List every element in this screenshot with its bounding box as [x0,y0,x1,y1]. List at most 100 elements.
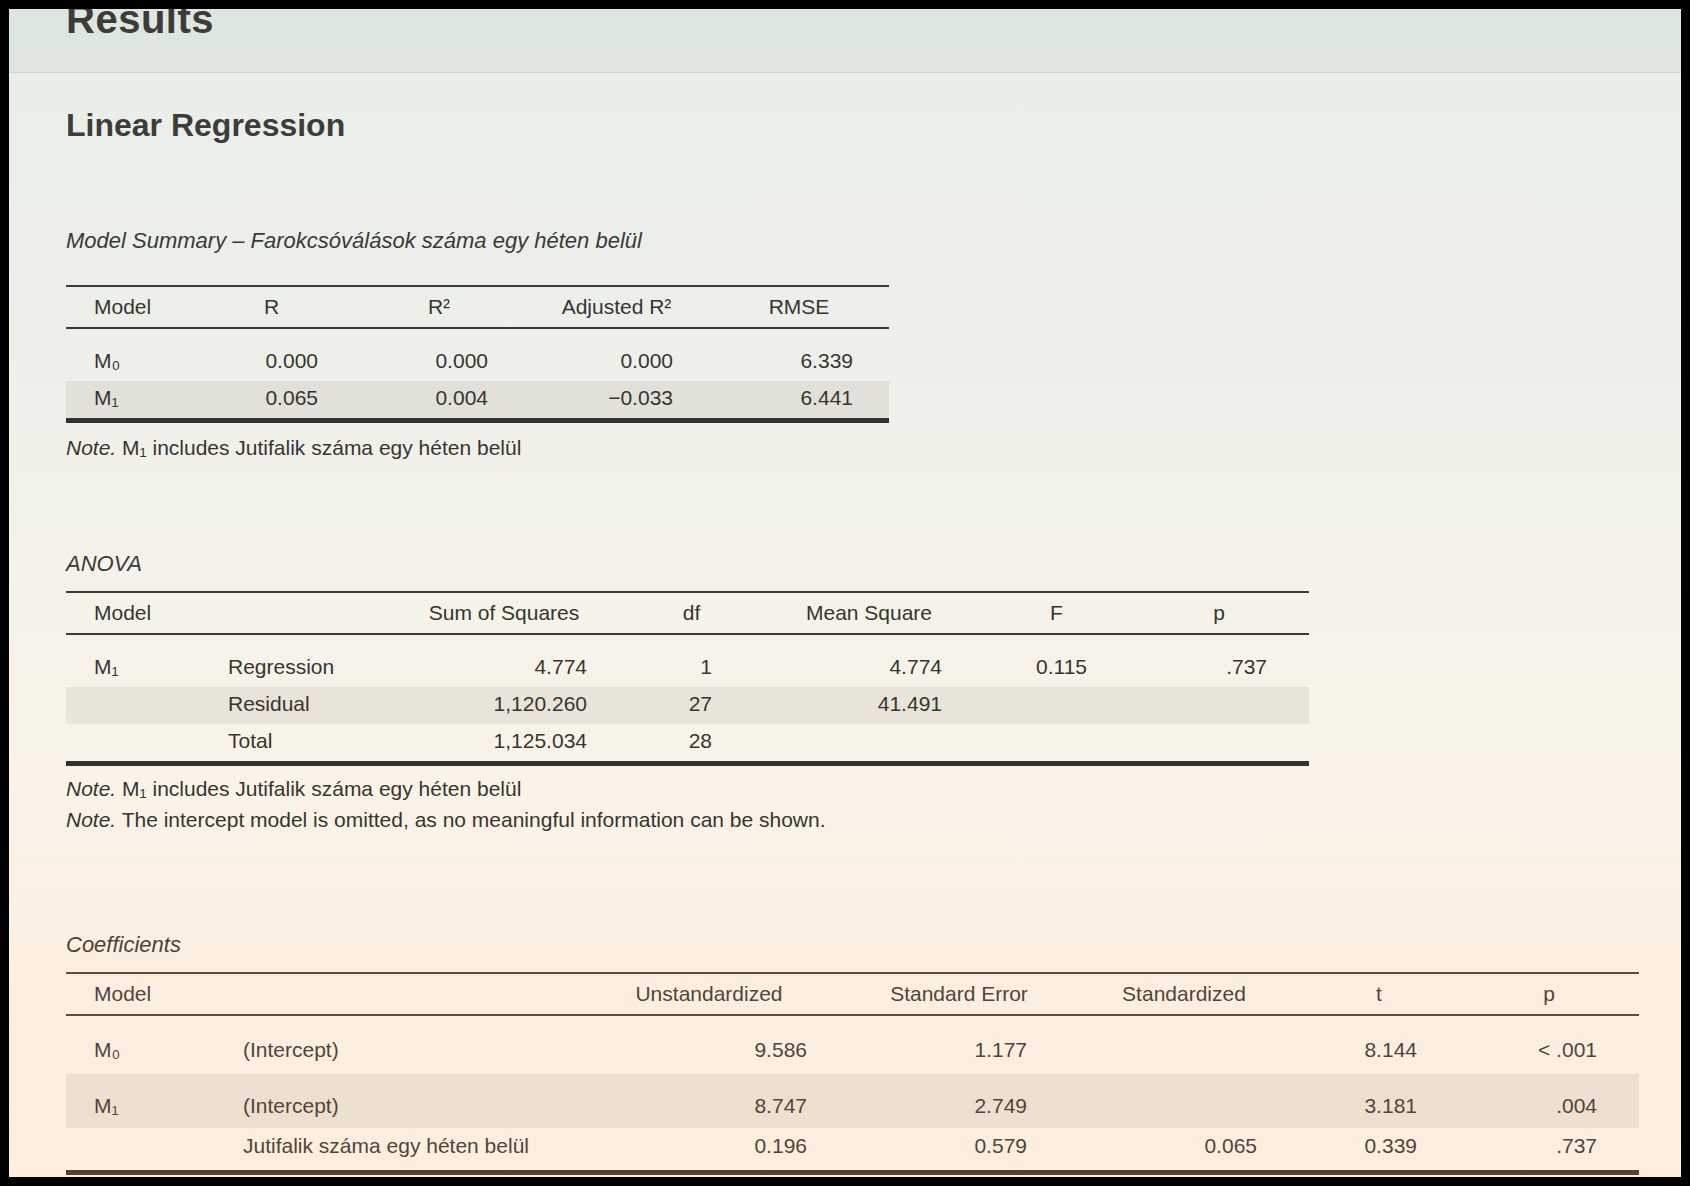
cell-df: 28 [629,724,754,764]
col-adj-r2: Adjusted R² [524,286,709,328]
cell-df: 1 [629,634,754,687]
cell-adj-r2: −0.033 [524,381,709,421]
cell-p: .004 [1459,1074,1639,1128]
cell-se: 2.749 [849,1074,1069,1128]
cell-ss: 1,120.260 [379,687,629,724]
cell-rmse: 6.339 [709,328,889,381]
cell-f: 0.115 [984,634,1129,687]
cell-adj-r2: 0.000 [524,328,709,381]
cell-model [66,1128,239,1173]
cell-r2: 0.000 [354,328,524,381]
cell-ms [754,724,984,764]
col-r: R [189,286,354,328]
cell-df: 27 [629,687,754,724]
table-row-m0: M₀ 0.000 0.000 0.000 6.339 [66,328,889,381]
model-summary-title[interactable]: Model Summary – Farokcsóválások száma eg… [66,227,1681,256]
model-summary-section: Model Summary – Farokcsóválások száma eg… [66,227,1681,462]
col-mean-square: Mean Square [754,592,984,634]
cell-p: .737 [1129,634,1309,687]
cell-model [66,687,224,724]
cell-r2: 0.004 [354,381,524,421]
note-text: The intercept model is omitted, as no me… [122,808,826,831]
cell-model: M₁ [66,634,224,687]
col-standardized: Standardized [1069,973,1299,1015]
note-label: Note. [66,808,116,831]
page-title[interactable]: Results [66,9,1681,45]
cell-term: (Intercept) [239,1015,569,1074]
results-body: Results Linear Regression Model Summary … [9,9,1681,1175]
analysis-title[interactable]: Linear Regression [66,105,1681,147]
table-row-m1: M₁ 0.065 0.004 −0.033 6.441 [66,381,889,421]
col-term [239,973,569,1015]
table-row-m1-predictor: Jutifalik száma egy héten belül 0.196 0.… [66,1128,1639,1173]
cell-rmse: 6.441 [709,381,889,421]
cell-t: 0.339 [1299,1128,1459,1173]
note-label: Note. [66,436,116,459]
col-model: Model [66,286,189,328]
col-df: df [629,592,754,634]
note-text: M₁ includes Jutifalik száma egy héten be… [122,436,521,459]
cell-p [1129,724,1309,764]
cell-r: 0.065 [189,381,354,421]
model-summary-header-row: Model R R² Adjusted R² RMSE [66,286,889,328]
cell-model: M₁ [66,381,189,421]
cell-std [1069,1015,1299,1074]
col-p: p [1129,592,1309,634]
table-row-residual: Residual 1,120.260 27 41.491 [66,687,1309,724]
col-f: F [984,592,1129,634]
coefficients-title[interactable]: Coefficients [66,931,1681,960]
col-unstandardized: Unstandardized [569,973,849,1015]
table-row-total: Total 1,125.034 28 [66,724,1309,764]
col-rmse: RMSE [709,286,889,328]
window-frame: Results Linear Regression Model Summary … [0,0,1690,1186]
note-text: M₁ includes Jutifalik száma egy héten be… [122,777,521,800]
cell-p: .737 [1459,1128,1639,1173]
cell-term: Total [224,724,379,764]
cell-t: 3.181 [1299,1074,1459,1128]
cell-term: Regression [224,634,379,687]
cell-ss: 1,125.034 [379,724,629,764]
cell-r: 0.000 [189,328,354,381]
anova-note-2: Note. The intercept model is omitted, as… [66,807,1681,834]
cell-se: 0.579 [849,1128,1069,1173]
results-panel: Results Linear Regression Model Summary … [9,9,1681,1177]
col-r2: R² [354,286,524,328]
cell-term: Residual [224,687,379,724]
cell-unstd: 9.586 [569,1015,849,1074]
cell-ss: 4.774 [379,634,629,687]
coefficients-section: Coefficients Model Unstandardized Standa… [66,931,1681,1175]
cell-p: < .001 [1459,1015,1639,1074]
col-term [224,592,379,634]
cell-t: 8.144 [1299,1015,1459,1074]
cell-p [1129,687,1309,724]
cell-model: M₀ [66,328,189,381]
cell-unstd: 8.747 [569,1074,849,1128]
cell-ms: 4.774 [754,634,984,687]
anova-table: Model Sum of Squares df Mean Square F p … [66,591,1309,766]
anova-note-1: Note. M₁ includes Jutifalik száma egy hé… [66,776,1681,803]
table-row-regression: M₁ Regression 4.774 1 4.774 0.115 .737 [66,634,1309,687]
coefficients-header-row: Model Unstandardized Standard Error Stan… [66,973,1639,1015]
table-row-m0-intercept: M₀ (Intercept) 9.586 1.177 8.144 < .001 [66,1015,1639,1074]
model-summary-note: Note. M₁ includes Jutifalik száma egy hé… [66,435,1681,462]
cell-ms: 41.491 [754,687,984,724]
model-summary-table: Model R R² Adjusted R² RMSE M₀ 0.000 0.0… [66,285,889,423]
anova-header-row: Model Sum of Squares df Mean Square F p [66,592,1309,634]
cell-term: Jutifalik száma egy héten belül [239,1128,569,1173]
col-t: t [1299,973,1459,1015]
note-label: Note. [66,777,116,800]
cell-term: (Intercept) [239,1074,569,1128]
cell-model [66,724,224,764]
col-model: Model [66,592,224,634]
cell-f [984,687,1129,724]
col-p: p [1459,973,1639,1015]
cell-std: 0.065 [1069,1128,1299,1173]
cell-se: 1.177 [849,1015,1069,1074]
anova-section: ANOVA Model Sum of Squares df Mean Squar… [66,550,1681,833]
cell-f [984,724,1129,764]
anova-title[interactable]: ANOVA [66,550,1681,579]
col-model: Model [66,973,239,1015]
table-row-m1-intercept: M₁ (Intercept) 8.747 2.749 3.181 .004 [66,1074,1639,1128]
cell-unstd: 0.196 [569,1128,849,1173]
col-sum-of-squares: Sum of Squares [379,592,629,634]
